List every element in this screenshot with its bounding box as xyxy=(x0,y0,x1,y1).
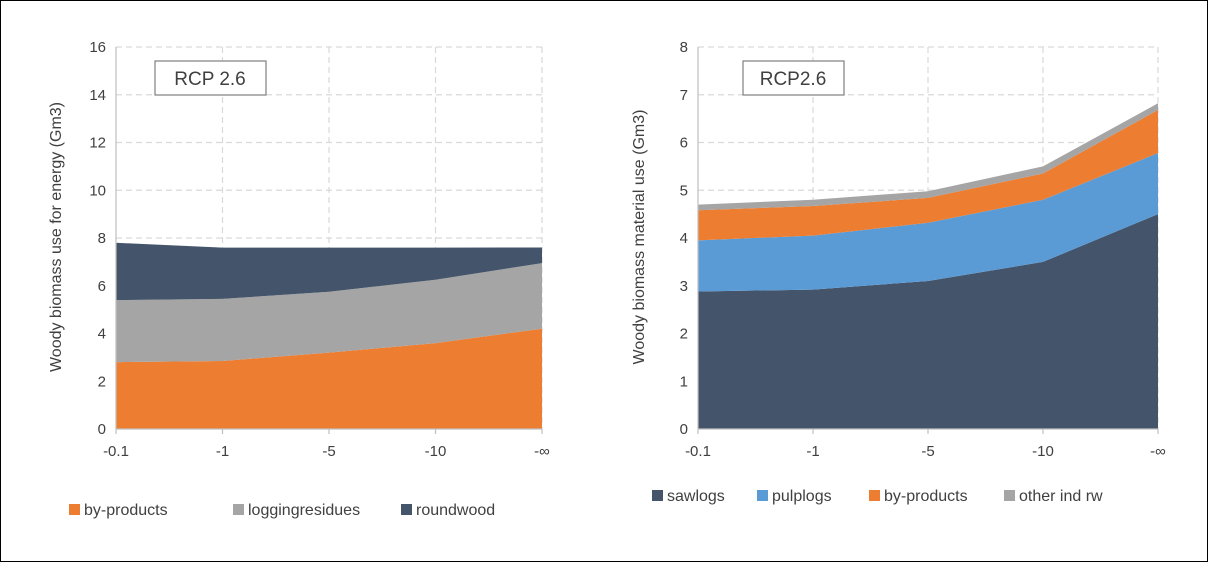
y-tick-label: 6 xyxy=(680,135,688,152)
legend-item-pulplogs: pulplogs xyxy=(757,488,832,505)
legend-swatch xyxy=(757,490,768,501)
annotation-text: RCP 2.6 xyxy=(174,69,245,90)
chart-material-y-axis-label: Woody biomass material use (Gm3) xyxy=(631,110,648,365)
y-tick-label: 5 xyxy=(680,182,688,199)
chart-energy-x-ticks: -0.1 -1 -5 -10 -∞ xyxy=(103,443,550,460)
chart-energy-legend: by-products loggingresidues roundwood xyxy=(69,502,495,519)
chart-energy-y-ticks: 0 2 4 6 8 10 12 14 16 xyxy=(89,39,106,438)
legend-item-sawlogs: sawlogs xyxy=(652,488,725,505)
chart-material-annotation: RCP2.6 xyxy=(742,60,845,96)
chart-material-areas xyxy=(698,103,1158,429)
chart-energy-annotation: RCP 2.6 xyxy=(154,60,267,96)
y-tick-label: 4 xyxy=(98,326,106,343)
legend-item-by-products: by-products xyxy=(869,488,968,505)
chart-energy-axes xyxy=(115,47,543,434)
chart-material-x-ticks: -0.1 -1 -5 -10 -∞ xyxy=(685,443,1166,460)
area-pulplogs xyxy=(698,153,1158,292)
legend-swatch xyxy=(652,490,663,501)
annotation-text: RCP2.6 xyxy=(760,69,827,90)
legend-label: other ind rw xyxy=(1019,488,1103,505)
annotation-box xyxy=(154,60,267,96)
legend-swatch xyxy=(869,490,880,501)
x-tick-label: -10 xyxy=(425,443,447,460)
x-tick-label: -5 xyxy=(921,443,934,460)
legend-item-loggingresidues: loggingresidues xyxy=(233,502,360,519)
y-tick-label: 1 xyxy=(680,373,688,390)
y-tick-label: 8 xyxy=(680,39,688,56)
chart-material-axes xyxy=(697,47,1159,434)
x-tick-label: -∞ xyxy=(1150,443,1166,460)
legend-label: roundwood xyxy=(416,502,495,519)
x-tick-label: -10 xyxy=(1032,443,1054,460)
area-other-ind-rw xyxy=(698,103,1158,211)
y-tick-label: 16 xyxy=(89,39,106,56)
legend-item-by-products: by-products xyxy=(69,502,168,519)
chart-energy-y-axis-label: Woody biomass use for energy (Gm3) xyxy=(48,102,65,372)
chart-material: 0 1 2 3 4 5 6 7 8 -0.1 -1 -5 -10 -∞ Woody biomass ma… xyxy=(631,39,1166,505)
y-tick-label: 7 xyxy=(680,87,688,104)
legend-swatch xyxy=(401,504,412,515)
chart-material-legend: sawlogs pulplogs by-products other ind rw xyxy=(652,488,1103,505)
y-tick-label: 2 xyxy=(680,326,688,343)
legend-swatch xyxy=(233,504,244,515)
legend-label: pulplogs xyxy=(772,488,832,505)
legend-swatch xyxy=(69,504,80,515)
x-tick-label: -0.1 xyxy=(103,443,129,460)
legend-label: loggingresidues xyxy=(248,502,360,519)
area-roundwood xyxy=(116,242,542,301)
chart-energy-areas xyxy=(116,242,542,429)
area-by-products xyxy=(116,328,542,429)
legend-label: by-products xyxy=(84,502,168,519)
y-tick-label: 6 xyxy=(98,278,106,295)
area-by-products xyxy=(698,110,1158,241)
y-tick-label: 10 xyxy=(89,182,106,199)
area-loggingresidues xyxy=(116,263,542,363)
chart-energy: 0 2 4 6 8 10 12 14 16 -0.1 -1 -5 -10 -∞ Woody biomas… xyxy=(48,39,550,519)
y-tick-label: 14 xyxy=(89,87,106,104)
y-tick-label: 3 xyxy=(680,278,688,295)
x-tick-label: -∞ xyxy=(534,443,550,460)
legend-label: by-products xyxy=(884,488,968,505)
y-tick-label: 0 xyxy=(680,421,688,438)
annotation-box xyxy=(742,60,845,96)
chart-material-y-ticks: 0 1 2 3 4 5 6 7 8 xyxy=(680,39,688,438)
y-tick-label: 0 xyxy=(98,421,106,438)
legend-item-other-ind-rw: other ind rw xyxy=(1004,488,1103,505)
area-sawlogs xyxy=(698,214,1158,429)
legend-swatch xyxy=(1004,490,1015,501)
x-tick-label: -5 xyxy=(322,443,335,460)
x-tick-label: -1 xyxy=(806,443,819,460)
legend-item-roundwood: roundwood xyxy=(401,502,495,519)
x-tick-label: -1 xyxy=(216,443,229,460)
y-tick-label: 8 xyxy=(98,230,106,247)
legend-label: sawlogs xyxy=(667,488,725,505)
x-tick-label: -0.1 xyxy=(685,443,711,460)
y-tick-label: 2 xyxy=(98,373,106,390)
y-tick-label: 4 xyxy=(680,230,688,247)
y-tick-label: 12 xyxy=(89,135,106,152)
